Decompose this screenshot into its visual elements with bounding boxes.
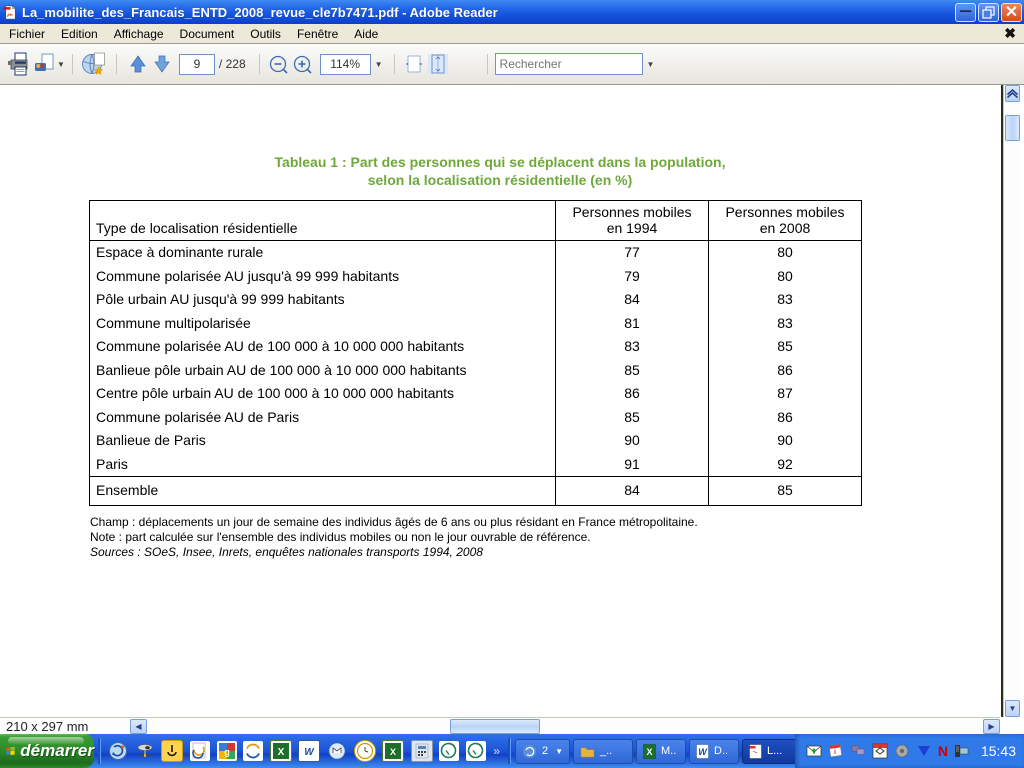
svg-text:W: W (305, 747, 316, 758)
svg-text:g: g (224, 747, 230, 757)
svg-text:X: X (278, 747, 285, 758)
svg-text:X: X (646, 747, 652, 757)
svg-text:X: X (390, 747, 396, 757)
svg-text:i: i (834, 749, 836, 756)
